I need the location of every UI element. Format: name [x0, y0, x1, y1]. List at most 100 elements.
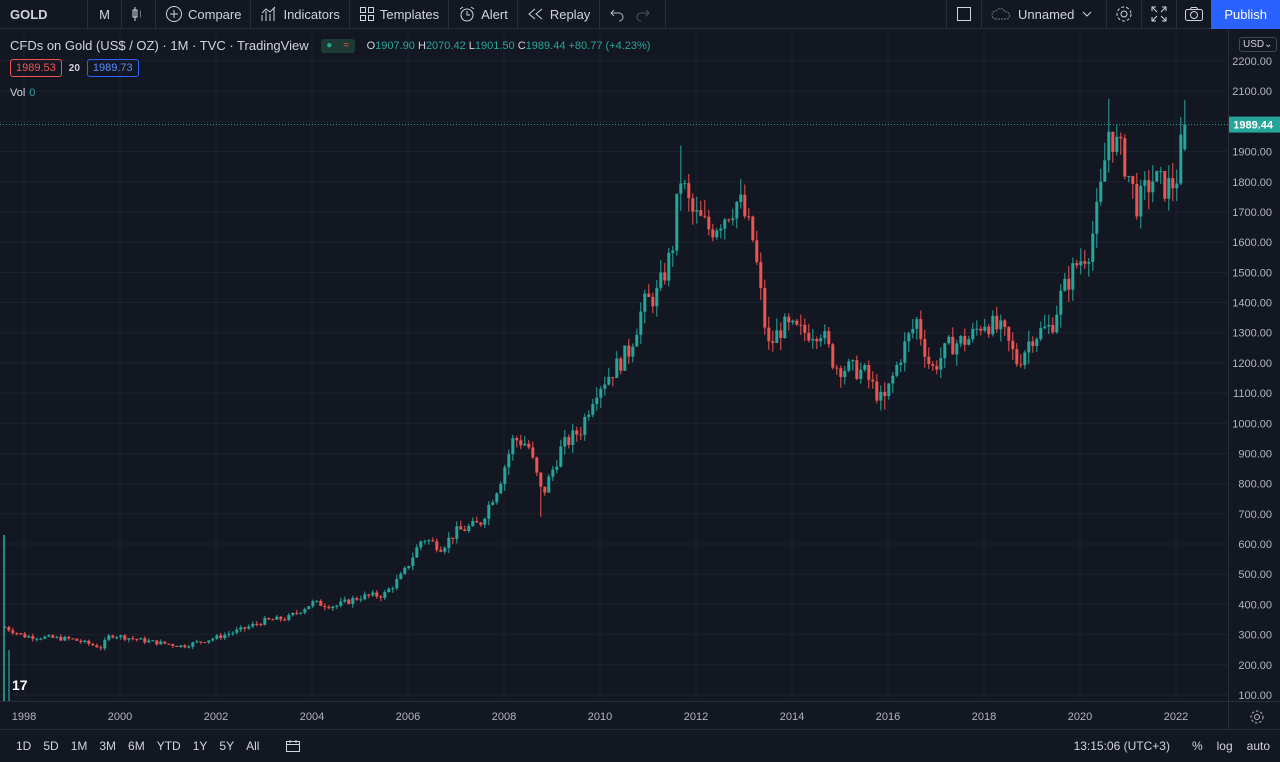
candle-body — [307, 606, 311, 610]
publish-button[interactable]: Publish — [1211, 0, 1280, 29]
timezone-clock[interactable]: 13:15:06 (UTC+3) — [1073, 739, 1170, 753]
range-button-6m[interactable]: 6M — [128, 739, 145, 753]
candle-body — [823, 331, 827, 339]
candle-body — [1159, 171, 1163, 173]
axis-settings-icon[interactable] — [1249, 709, 1265, 725]
candle-body — [175, 645, 179, 647]
candle-body — [1031, 341, 1035, 347]
sell-price-button[interactable]: 1989.53 — [10, 59, 62, 77]
undo-redo-group — [600, 0, 667, 29]
range-button-all[interactable]: All — [246, 739, 260, 753]
snapshot-button[interactable] — [1176, 0, 1211, 29]
candle-body — [639, 311, 643, 335]
candle-body — [427, 540, 431, 542]
candle-body — [363, 594, 367, 600]
compare-button[interactable]: Compare — [156, 0, 252, 29]
candle-body — [327, 607, 331, 609]
close-value: 1989.44 — [525, 39, 566, 52]
candle-body — [767, 327, 771, 342]
candle-body — [395, 579, 399, 589]
candle-body — [1015, 349, 1019, 365]
time-tick-label: 2006 — [396, 711, 420, 723]
candle-body — [295, 612, 299, 614]
candle-body — [591, 404, 595, 415]
top-toolbar: GOLD M Compare Indicators Templates Aler… — [0, 0, 1280, 29]
candle-body — [443, 547, 447, 552]
range-button-ytd[interactable]: YTD — [156, 739, 181, 753]
candle-body — [471, 521, 475, 527]
candle-body — [931, 364, 935, 366]
chart-type-button[interactable] — [122, 0, 156, 29]
replay-button[interactable]: Replay — [518, 0, 601, 29]
time-tick-label: 2014 — [780, 711, 804, 723]
log-scale-toggle[interactable]: log — [1216, 739, 1233, 753]
time-tick-label: 2008 — [492, 711, 516, 723]
candle-body — [535, 457, 539, 473]
candle-body — [339, 601, 343, 606]
candle-body — [1007, 327, 1011, 341]
percent-scale-toggle[interactable]: % — [1191, 739, 1203, 753]
price-tick-label: 700.00 — [1238, 509, 1272, 521]
rewind-icon — [528, 8, 543, 20]
price-chart[interactable]: 100.00 200.00 300.00 400.00 500.00 600.00 700.… — [0, 30, 1280, 729]
candle-body — [479, 522, 483, 525]
candle-body — [1055, 314, 1059, 333]
candle-body — [107, 635, 111, 640]
candle-body — [179, 645, 183, 647]
gear-icon — [1116, 6, 1132, 22]
candle-body — [183, 645, 187, 648]
symbol-label: GOLD — [10, 6, 48, 22]
range-button-5d[interactable]: 5D — [43, 739, 59, 753]
range-button-1m[interactable]: 1M — [70, 739, 88, 753]
candle-body — [211, 638, 215, 641]
candle-body — [635, 334, 639, 347]
candle-body — [439, 549, 443, 552]
candle-body — [279, 616, 283, 620]
low-label: L — [468, 39, 475, 52]
indicators-button[interactable]: Indicators — [251, 0, 350, 29]
volume-label: Vol — [10, 87, 26, 99]
candle-body — [815, 339, 819, 342]
range-button-1d[interactable]: 1D — [16, 739, 32, 753]
price-tick-label: 600.00 — [1238, 539, 1272, 551]
candle-body — [1071, 263, 1075, 290]
candle-body — [311, 601, 315, 607]
alarm-clock-icon — [459, 6, 475, 22]
candle-body — [515, 438, 519, 441]
interval-button[interactable]: M — [88, 0, 122, 29]
candle-body — [659, 272, 663, 288]
candle-body — [763, 288, 767, 328]
candles-icon — [132, 7, 141, 21]
symbol-search-button[interactable]: GOLD — [0, 0, 88, 29]
candle-body — [1003, 320, 1007, 328]
settings-button[interactable] — [1106, 0, 1141, 29]
currency-selector[interactable]: USD⌄ — [1239, 37, 1277, 52]
alert-label: Alert — [481, 6, 508, 22]
alert-button[interactable]: Alert — [449, 0, 518, 29]
candle-body — [171, 644, 175, 646]
candle-body — [1035, 338, 1039, 347]
range-button-3m[interactable]: 3M — [99, 739, 117, 753]
undo-icon[interactable] — [609, 6, 625, 22]
candle-body — [1067, 278, 1071, 290]
candle-body — [11, 630, 15, 634]
templates-button[interactable]: Templates — [350, 0, 450, 29]
goto-date-icon[interactable] — [285, 739, 301, 753]
buy-price-button[interactable]: 1989.73 — [86, 59, 139, 77]
auto-scale-toggle[interactable]: auto — [1246, 739, 1270, 753]
candle-body — [915, 319, 919, 329]
redo-icon[interactable] — [635, 6, 651, 22]
candle-body — [755, 240, 759, 263]
candle-body — [951, 336, 955, 355]
fullscreen-button[interactable] — [1141, 0, 1176, 29]
multi-layout-button[interactable] — [945, 0, 981, 29]
candle-body — [99, 647, 103, 649]
price-tick-label: 800.00 — [1238, 479, 1272, 491]
candle-body — [163, 641, 167, 644]
candle-body — [615, 358, 619, 378]
candle-body — [19, 633, 23, 635]
time-tick-label: 2010 — [588, 711, 612, 723]
layout-name-button[interactable]: Unnamed — [980, 0, 1106, 29]
range-button-5y[interactable]: 5Y — [219, 739, 235, 753]
range-button-1y[interactable]: 1Y — [192, 739, 208, 753]
